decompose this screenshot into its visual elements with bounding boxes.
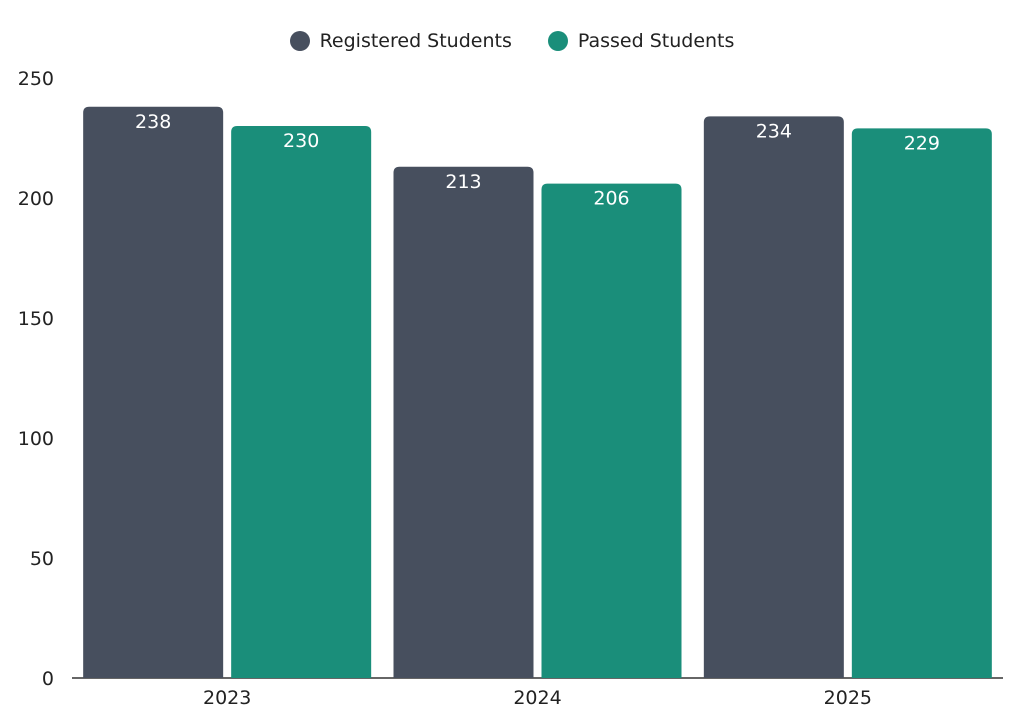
bar-passed-2024[interactable]	[541, 183, 682, 678]
data-label: 229	[904, 132, 940, 154]
legend-swatch-registered	[289, 31, 310, 51]
data-label: 230	[283, 130, 319, 152]
y-tick-label: 150	[18, 308, 54, 330]
x-tick-label: 2024	[513, 687, 561, 709]
legend-label-registered: Registered Students	[319, 30, 512, 52]
y-axis: 0 50 100 150 200 250	[18, 68, 54, 690]
x-tick-label: 2023	[203, 687, 251, 709]
bar-registered-2023[interactable]	[83, 106, 224, 679]
bar-passed-2025[interactable]	[851, 128, 992, 678]
bar-registered-2024[interactable]	[393, 166, 534, 679]
data-label: 234	[756, 120, 792, 142]
bars-group: 238 230 213 206 234 229	[83, 106, 992, 679]
bar-registered-2025[interactable]	[703, 116, 844, 678]
bar-passed-2023[interactable]	[231, 126, 372, 678]
y-tick-label: 100	[18, 428, 54, 450]
legend-item-registered[interactable]: Registered Students	[289, 30, 512, 52]
legend-swatch-passed	[547, 31, 568, 51]
y-tick-label: 50	[30, 548, 54, 570]
data-label: 238	[135, 111, 171, 133]
chart-legend: Registered Students Passed Students	[0, 28, 1024, 54]
y-tick-label: 0	[42, 668, 54, 690]
legend-label-passed: Passed Students	[577, 30, 735, 52]
x-axis: 2023 2024 2025	[72, 677, 1003, 709]
x-tick-label: 2025	[824, 687, 872, 709]
data-label: 213	[445, 171, 481, 193]
legend-item-passed[interactable]: Passed Students	[547, 30, 735, 52]
data-label: 206	[593, 188, 629, 210]
y-tick-label: 200	[18, 188, 54, 210]
y-tick-label: 250	[18, 68, 54, 90]
